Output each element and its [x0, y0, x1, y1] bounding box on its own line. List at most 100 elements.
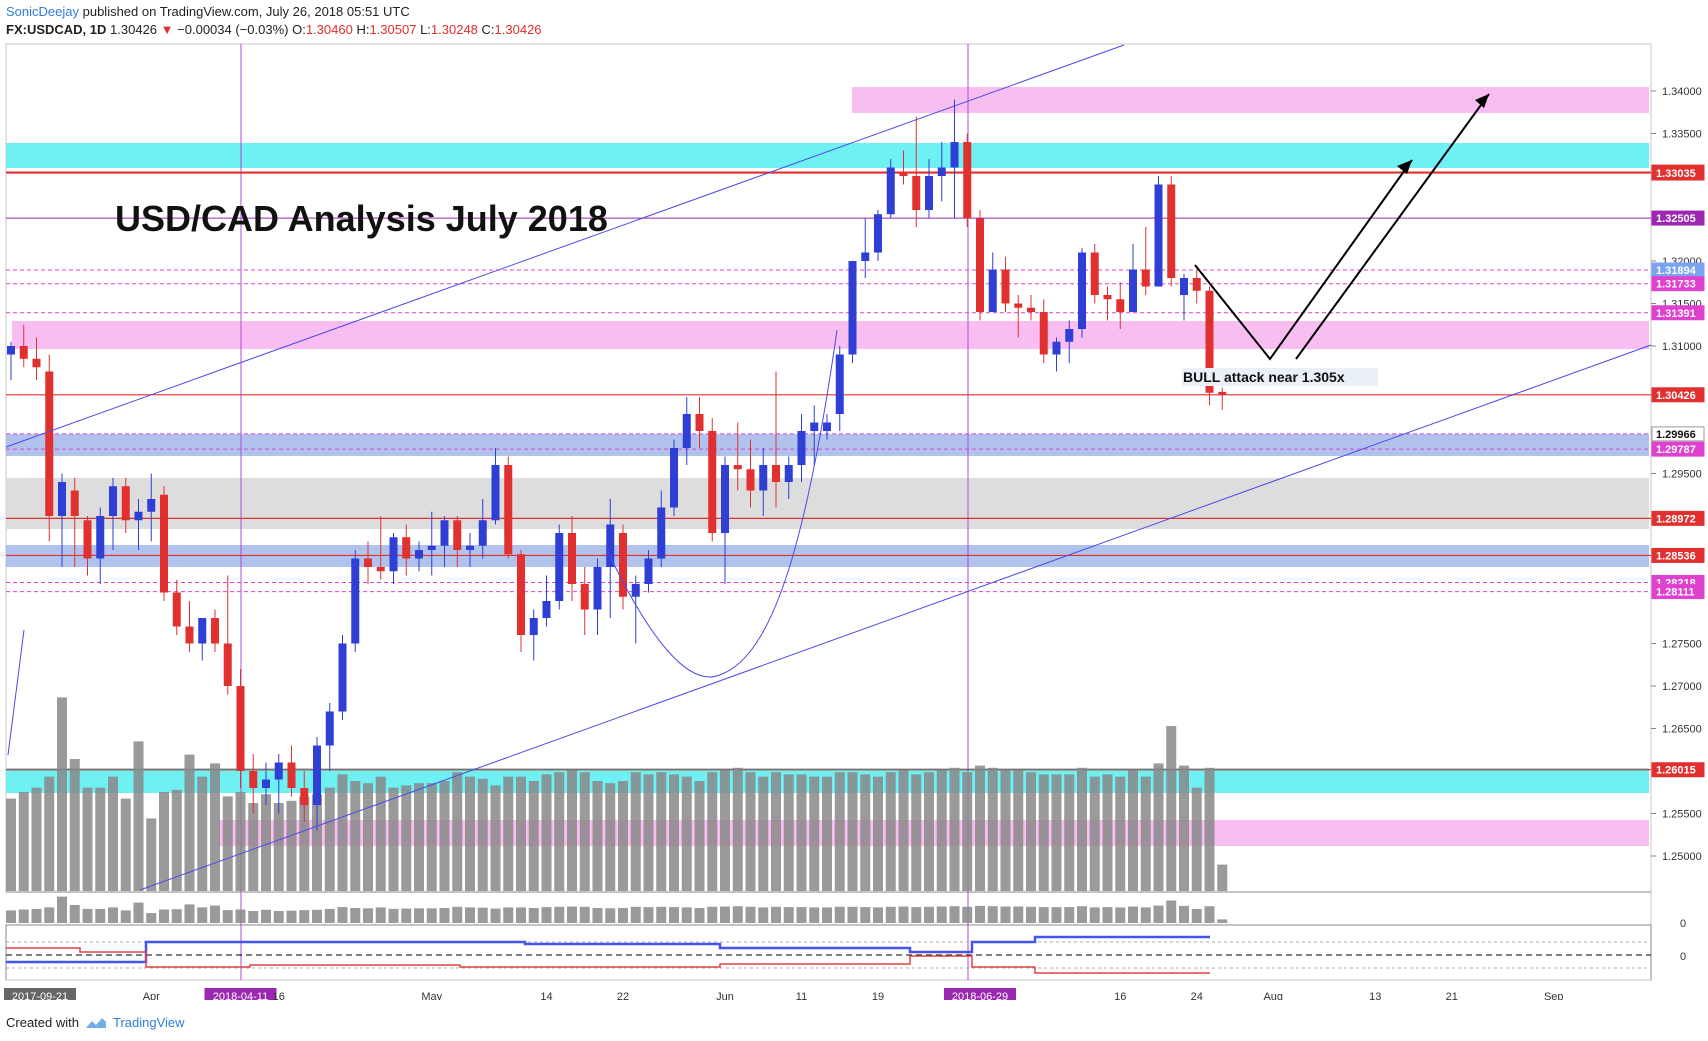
price-tick-label: 1.29500 [1662, 469, 1702, 481]
candle-body [580, 584, 589, 610]
candle-body [568, 533, 576, 584]
volume-bar [592, 781, 603, 891]
volume-osc-bar [987, 906, 998, 923]
candle-body [1205, 290, 1214, 393]
candle-body [1039, 312, 1048, 355]
volume-bar [171, 789, 182, 891]
volume-bar [796, 774, 807, 891]
volume-bar [528, 781, 539, 891]
volume-bar [18, 792, 29, 891]
price-tick-label: 1.25000 [1662, 851, 1702, 863]
price-tag-label: 1.31733 [1656, 279, 1696, 291]
candle-body [402, 537, 411, 559]
price-tag-bg [1651, 584, 1705, 600]
candle-body [606, 524, 615, 567]
volume-bar [694, 781, 705, 891]
candle-body [937, 167, 946, 176]
volume-osc-bar [235, 909, 246, 923]
candle-body [147, 499, 156, 512]
tradingview-link[interactable]: TradingView [112, 1015, 185, 1030]
volume-axis-zero: 0 [1680, 918, 1686, 930]
volume-bar [975, 765, 985, 891]
candle-body [491, 465, 500, 521]
volume-osc-bar [630, 906, 641, 923]
volume-osc-bar [312, 909, 322, 923]
volume-osc-bar [31, 908, 42, 923]
price-tag-bg [1651, 441, 1705, 457]
volume-bar [197, 776, 208, 891]
volume-bar [299, 796, 310, 891]
candle-body [1065, 329, 1074, 342]
time-axis: 2017-09-21 Apr 2018-04-11 16 May 14 22 Jun 11 19 2… [4, 988, 1564, 1000]
volume-bar [1128, 770, 1138, 891]
volume-bar [235, 792, 246, 891]
volume-osc-bar [1153, 905, 1164, 923]
time-label: Apr [143, 991, 160, 1000]
volume-bars [6, 697, 1228, 923]
volume-osc-bar [108, 907, 118, 923]
candle-body [32, 358, 41, 368]
bull-label: BULL attack near 1.305x [1183, 369, 1345, 385]
candle-body [593, 567, 602, 610]
candlestick-series [7, 99, 1227, 831]
volume-bar [503, 776, 514, 891]
volume-bar [452, 772, 463, 891]
price-tag-bg [1651, 210, 1705, 226]
candle-body [504, 465, 513, 555]
author-link[interactable]: SonicDeejay [6, 4, 79, 19]
volume-bar [401, 785, 412, 891]
time-label: 2018-04-11 [213, 991, 268, 1000]
volume-osc-bar [1051, 907, 1062, 923]
price-axis: 1.340001.335001.320001.315001.310001.295… [1651, 86, 1702, 963]
volume-osc-bar [1089, 907, 1100, 923]
candle-body [1090, 252, 1099, 295]
volume-osc-bar [834, 906, 845, 923]
volume-osc-bar [1179, 905, 1189, 923]
volume-bar [516, 776, 526, 891]
candle-body [657, 507, 666, 559]
candle-body [721, 465, 729, 533]
volume-osc-bar [159, 909, 169, 923]
volume-bar [771, 772, 781, 891]
volume-osc-bar [273, 911, 284, 923]
price-tag-bg [1651, 165, 1705, 181]
volume-bar [618, 781, 628, 891]
bull-label-bg [1182, 368, 1378, 386]
candle-body [733, 465, 742, 470]
volume-osc-bar [439, 908, 450, 923]
volume-osc-bar [873, 907, 883, 923]
volume-osc-bar [6, 910, 16, 923]
volume-bar [261, 794, 271, 891]
open-label: O: [292, 22, 306, 37]
candle-body [83, 520, 92, 559]
volume-bar [1077, 767, 1087, 891]
time-label: 14 [540, 991, 552, 1000]
candle-body [134, 511, 143, 521]
volume-osc-bar [732, 906, 743, 923]
volume-osc-bar [1204, 906, 1215, 923]
time-label: 16 [273, 991, 285, 1000]
time-label: 2018-06-29 [952, 991, 1008, 1000]
volume-bar [898, 770, 909, 891]
volume-bar [732, 767, 743, 891]
price-chart[interactable]: USD/CAD Analysis July 2018 BULL attack n… [0, 0, 1708, 1000]
candle-body [797, 431, 806, 465]
volume-bar [439, 781, 450, 891]
time-label: 11 [796, 991, 807, 1000]
volume-bar [120, 798, 131, 891]
candle-body [835, 354, 844, 414]
volume-osc-bar [618, 908, 628, 923]
close-label: C: [481, 22, 495, 37]
candle-body [466, 545, 474, 550]
candle-body [1052, 341, 1061, 355]
volume-bar [312, 794, 322, 891]
candle-body [7, 346, 15, 355]
volume-osc-bar [898, 906, 909, 923]
high-value: 1.30507 [369, 22, 417, 37]
volume-bar [465, 776, 475, 891]
volume-bar [1013, 770, 1024, 891]
volume-osc-bar [860, 907, 871, 923]
volume-bar [57, 697, 67, 891]
volume-osc-bar [707, 906, 718, 923]
volume-osc-bar [1128, 906, 1138, 923]
